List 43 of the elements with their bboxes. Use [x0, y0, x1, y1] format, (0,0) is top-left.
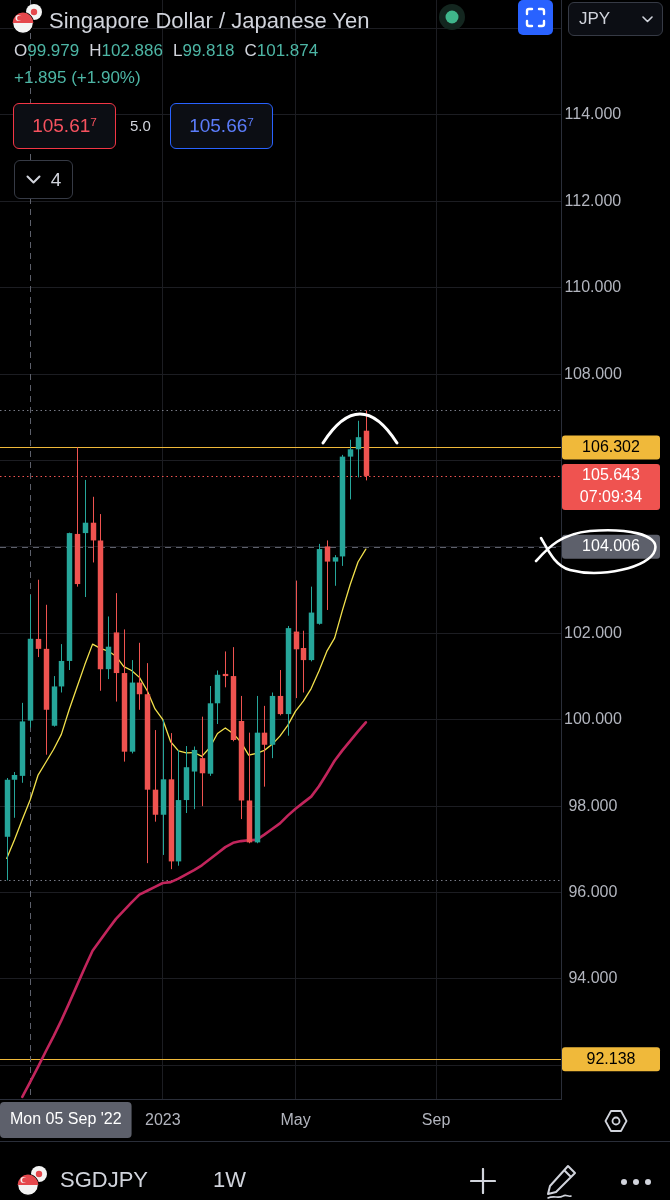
annotation: O99.979	[14, 41, 80, 60]
y-tick-label: 108.000	[564, 364, 622, 382]
candlestick	[300, 630, 307, 693]
price-button: 105.61$^{7}$	[13, 103, 116, 149]
price-button: 105.66$^{7}$	[170, 103, 273, 149]
x-tick-label: 2023	[145, 1111, 181, 1129]
y-tick-label: 100.000	[564, 710, 622, 728]
y-tick-label: 96.000	[568, 882, 618, 900]
annotation: 105.66$^{7}$	[189, 114, 254, 137]
candlestick	[347, 439, 354, 500]
y-tick-label: 98.000	[568, 796, 618, 814]
annotation: H102.886	[89, 41, 163, 60]
chart-title: Singapore Dollar / Japanese Yen	[49, 8, 370, 34]
candlestick	[261, 705, 268, 788]
y-tick-label: 114.000	[564, 105, 622, 123]
annotation: 4	[50, 168, 62, 191]
annotation: 5.0	[130, 117, 151, 134]
annotation: L99.818	[172, 41, 235, 60]
y-tick-label: 94.000	[568, 969, 618, 987]
candlestick	[199, 716, 206, 807]
toolbar: SGDJPY 1W	[0, 1141, 670, 1200]
currency-select: JPY	[568, 2, 663, 36]
toggle-button: 4	[14, 160, 73, 199]
annotation: C101.874	[244, 41, 319, 60]
annotation: 105.61$^{7}$	[32, 114, 97, 137]
candlestick	[332, 554, 339, 587]
y-tick-label: 112.000	[564, 191, 622, 209]
x-tick-label: Sep	[421, 1111, 451, 1129]
candlestick	[355, 420, 362, 478]
candlestick	[324, 539, 331, 611]
annotation: +1.895 (+1.90%)	[14, 68, 141, 87]
candlestick	[35, 579, 42, 658]
x-tick-label: May	[280, 1111, 311, 1129]
ref-line-label: Mon 05 Sep '22	[10, 1110, 122, 1128]
y-tick-label: 102.000	[564, 623, 622, 641]
ref-line-label: 106.302	[582, 437, 641, 455]
y-tick-label: 110.000	[564, 278, 622, 296]
candlestick	[277, 669, 284, 716]
ref-line-label: 104.006	[582, 537, 641, 555]
candlestick	[11, 771, 18, 819]
candlestick	[191, 745, 198, 810]
ref-line-label: 105.643 07:09:34	[579, 466, 643, 506]
ref-line-label: 92.138	[586, 1049, 636, 1067]
